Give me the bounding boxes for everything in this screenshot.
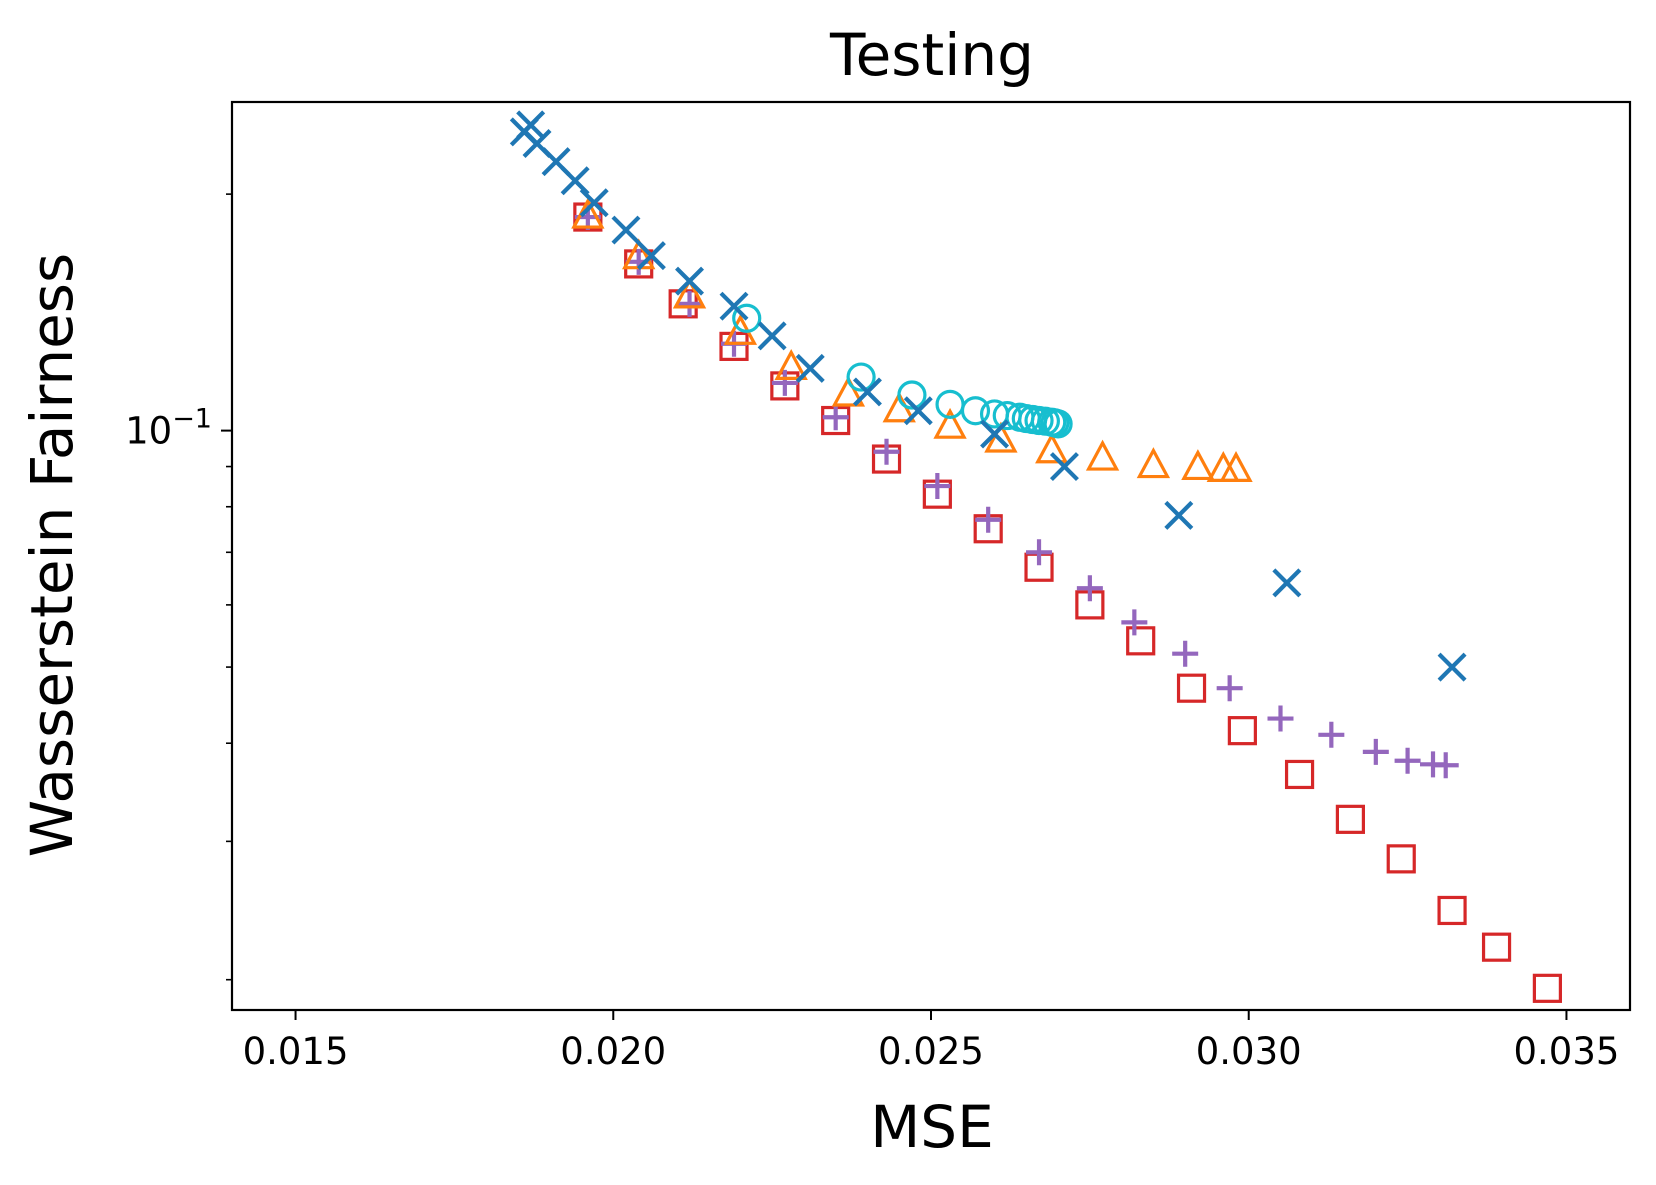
square-marker: [1532, 973, 1562, 1003]
plus-marker: [1026, 539, 1053, 566]
triangle-marker: [1181, 449, 1215, 481]
triangle-marker: [774, 349, 808, 381]
x-marker: [1164, 500, 1194, 530]
square-marker: [1437, 895, 1467, 926]
square-marker: [1335, 804, 1366, 834]
chart-title: Testing: [829, 21, 1034, 89]
x-tick-label: 0.020: [560, 1030, 666, 1073]
triangle-marker: [1035, 432, 1069, 464]
square-marker: [1284, 759, 1315, 790]
square-marker: [1481, 932, 1512, 962]
x-marker: [1049, 452, 1079, 482]
plus-marker: [1362, 738, 1389, 765]
x-marker: [719, 291, 749, 321]
plus-marker: [1267, 705, 1294, 732]
x-tick-label: 0.015: [243, 1030, 349, 1073]
x-marker: [636, 241, 666, 271]
circle-marker: [960, 396, 991, 426]
triangle-marker: [1219, 450, 1253, 482]
plus-marker: [1121, 609, 1148, 636]
axis-ticks: 0.015 0.020 0.025 0.030 0.035 10−1: [125, 193, 1619, 1073]
triangle-marker: [672, 277, 707, 309]
y-axis-label: Wasserstein Fairness: [18, 253, 86, 858]
triangle-marker: [831, 375, 866, 407]
circle-marker: [846, 362, 876, 392]
x-marker: [852, 377, 882, 407]
x-marker: [980, 419, 1010, 449]
plot-frame: [230, 100, 1632, 1012]
square-marker: [1176, 673, 1207, 703]
plus-marker: [1394, 747, 1421, 774]
square-marker: [1386, 844, 1416, 874]
x-axis-label: MSE: [870, 1093, 994, 1161]
triangle-marker: [984, 421, 1018, 453]
plus-marker: [924, 473, 951, 500]
x-marker: [579, 188, 609, 218]
plus-marker: [822, 404, 849, 431]
plus-marker: [1076, 575, 1103, 602]
square-marker: [1126, 626, 1156, 656]
plus-marker: [771, 369, 798, 396]
x-marker: [795, 353, 825, 383]
x-marker: [903, 396, 933, 426]
circle-marker: [897, 380, 927, 410]
triangle-marker: [1085, 439, 1120, 471]
plus-marker: [1216, 675, 1243, 702]
x-tick-label: 0.030: [1196, 1030, 1302, 1073]
plus-marker: [1318, 721, 1345, 748]
data-marks: [509, 110, 1562, 1003]
x-marker: [675, 266, 705, 296]
x-marker: [611, 215, 641, 245]
y-tick-label: 10−1: [125, 404, 212, 453]
triangle-marker: [933, 407, 967, 439]
plus-marker: [676, 290, 703, 317]
x-tick-label: 0.025: [878, 1030, 984, 1073]
x-tick-label: 0.035: [1513, 1030, 1619, 1073]
plus-marker: [1432, 752, 1459, 779]
circle-marker: [1043, 409, 1073, 439]
x-marker: [757, 321, 787, 351]
square-marker: [1227, 716, 1257, 746]
plus-marker: [975, 506, 1002, 533]
circle-marker: [732, 303, 762, 333]
plus-marker: [1172, 640, 1199, 667]
plus-marker: [873, 438, 900, 465]
x-marker: [1437, 652, 1467, 682]
x-marker: [1272, 568, 1302, 598]
triangle-marker: [1136, 447, 1171, 479]
